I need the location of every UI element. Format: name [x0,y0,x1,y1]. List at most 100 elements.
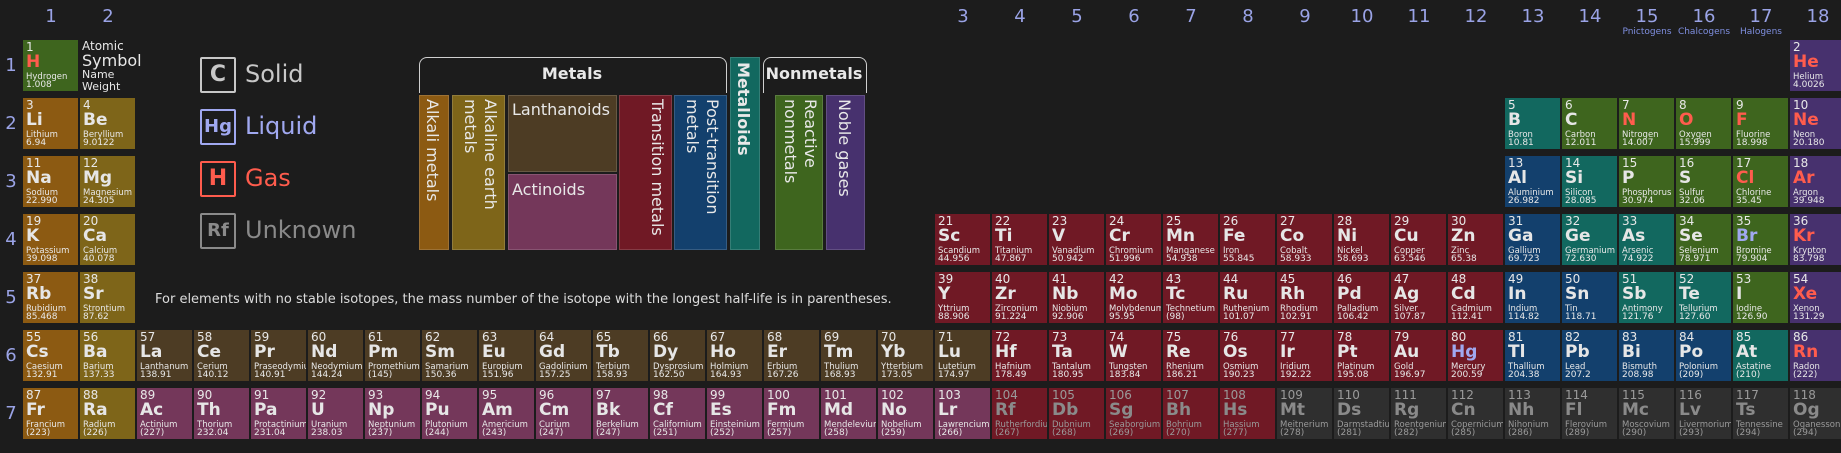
element-cell-am[interactable]: 95 Am Americium (243) [479,388,534,439]
element-cell-al[interactable]: 13 Al Aluminium 26.982 [1505,156,1560,207]
element-cell-ho[interactable]: 67 Ho Holmium 164.93 [707,330,762,381]
element-cell-s[interactable]: 16 S Sulfur 32.06 [1676,156,1731,207]
element-cell-ac[interactable]: 89 Ac Actinium (227) [137,388,192,439]
element-cell-tm[interactable]: 69 Tm Thulium 168.93 [821,330,876,381]
element-cell-ga[interactable]: 31 Ga Gallium 69.723 [1505,214,1560,265]
element-cell-os[interactable]: 76 Os Osmium 190.23 [1220,330,1275,381]
element-cell-n[interactable]: 7 N Nitrogen 14.007 [1619,98,1674,149]
element-cell-rb[interactable]: 37 Rb Rubidium 85.468 [23,272,78,323]
element-cell-pa[interactable]: 91 Pa Protactinium 231.04 [251,388,306,439]
element-cell-yb[interactable]: 70 Yb Ytterbium 173.05 [878,330,933,381]
element-cell-se[interactable]: 34 Se Selenium 78.971 [1676,214,1731,265]
element-cell-b[interactable]: 5 B Boron 10.81 [1505,98,1560,149]
element-cell-pb[interactable]: 82 Pb Lead 207.2 [1562,330,1617,381]
element-cell-fl[interactable]: 114 Fl Flerovium (289) [1562,388,1617,439]
element-cell-ca[interactable]: 20 Ca Calcium 40.078 [80,214,135,265]
element-cell-og[interactable]: 118 Og Oganesson (294) [1790,388,1841,439]
element-cell-w[interactable]: 74 W Tungsten 183.84 [1106,330,1161,381]
element-cell-sc[interactable]: 21 Sc Scandium 44.956 [935,214,990,265]
element-cell-re[interactable]: 75 Re Rhenium 186.21 [1163,330,1218,381]
element-cell-hg[interactable]: 80 Hg Mercury 200.59 [1448,330,1503,381]
element-cell-mc[interactable]: 115 Mc Moscovium (290) [1619,388,1674,439]
element-cell-pu[interactable]: 94 Pu Plutonium (244) [422,388,477,439]
element-cell-es[interactable]: 99 Es Einsteinium (252) [707,388,762,439]
element-cell-ne[interactable]: 10 Ne Neon 20.180 [1790,98,1841,149]
element-cell-ag[interactable]: 47 Ag Silver 107.87 [1391,272,1446,323]
element-cell-cr[interactable]: 24 Cr Chromium 51.996 [1106,214,1161,265]
element-cell-bh[interactable]: 107 Bh Bohrium (270) [1163,388,1218,439]
element-cell-co[interactable]: 27 Co Cobalt 58.933 [1277,214,1332,265]
element-cell-er[interactable]: 68 Er Erbium 167.26 [764,330,819,381]
element-cell-pr[interactable]: 59PrPraseodymium140.91 [251,330,306,381]
element-cell-si[interactable]: 14 Si Silicon 28.085 [1562,156,1617,207]
element-cell-sg[interactable]: 106 Sg Seaborgium (269) [1106,388,1161,439]
element-cell-i[interactable]: 53 I Iodine 126.90 [1733,272,1788,323]
element-cell-p[interactable]: 15 P Phosphorus 30.974 [1619,156,1674,207]
element-cell-rn[interactable]: 86 Rn Radon (222) [1790,330,1841,381]
element-cell-ds[interactable]: 110DsDarmstadtium(281) [1334,388,1389,439]
element-cell-zr[interactable]: 40 Zr Zirconium 91.224 [992,272,1047,323]
element-cell-hf[interactable]: 72 Hf Hafnium 178.49 [992,330,1047,381]
element-cell-sm[interactable]: 62 Sm Samarium 150.36 [422,330,477,381]
element-cell-fe[interactable]: 26 Fe Iron 55.845 [1220,214,1275,265]
element-cell-ta[interactable]: 73 Ta Tantalum 180.95 [1049,330,1104,381]
element-cell-au[interactable]: 79 Au Gold 196.97 [1391,330,1446,381]
element-cell-hs[interactable]: 108 Hs Hassium (277) [1220,388,1275,439]
element-cell-rg[interactable]: 111 Rg Roentgenium (282) [1391,388,1446,439]
element-cell-ar[interactable]: 18 Ar Argon 39.948 [1790,156,1841,207]
element-cell-mn[interactable]: 25 Mn Manganese 54.938 [1163,214,1218,265]
element-cell-mo[interactable]: 42 Mo Molybdenum 95.95 [1106,272,1161,323]
element-cell-md[interactable]: 101 Md Mendelevium (258) [821,388,876,439]
element-cell-as[interactable]: 33 As Arsenic 74.922 [1619,214,1674,265]
element-cell-k[interactable]: 19 K Potassium 39.098 [23,214,78,265]
element-cell-ir[interactable]: 77 Ir Iridium 192.22 [1277,330,1332,381]
element-cell-fm[interactable]: 100 Fm Fermium (257) [764,388,819,439]
element-cell-cs[interactable]: 55 Cs Caesium 132.91 [23,330,78,381]
element-cell-cl[interactable]: 17 Cl Chlorine 35.45 [1733,156,1788,207]
element-cell-pt[interactable]: 78 Pt Platinum 195.08 [1334,330,1389,381]
element-cell-gd[interactable]: 64 Gd Gadolinium 157.25 [536,330,591,381]
element-cell-ba[interactable]: 56 Ba Barium 137.33 [80,330,135,381]
element-cell-tc[interactable]: 43 Tc Technetium (98) [1163,272,1218,323]
element-cell-rf[interactable]: 104RfRutherfordium(267) [992,388,1047,439]
element-cell-sb[interactable]: 51 Sb Antimony 121.76 [1619,272,1674,323]
element-cell-ce[interactable]: 58 Ce Cerium 140.12 [194,330,249,381]
element-cell-cf[interactable]: 98 Cf Californium (251) [650,388,705,439]
element-cell-ts[interactable]: 117 Ts Tennessine (294) [1733,388,1788,439]
element-cell-mt[interactable]: 109 Mt Meitnerium (278) [1277,388,1332,439]
element-cell-f[interactable]: 9 F Fluorine 18.998 [1733,98,1788,149]
element-cell-cm[interactable]: 96 Cm Curium (247) [536,388,591,439]
element-cell-ge[interactable]: 32 Ge Germanium 72.630 [1562,214,1617,265]
element-cell-te[interactable]: 52 Te Tellurium 127.60 [1676,272,1731,323]
element-cell-li[interactable]: 3 Li Lithium 6.94 [23,98,78,149]
element-cell-kr[interactable]: 36 Kr Krypton 83.798 [1790,214,1841,265]
element-cell-eu[interactable]: 63 Eu Europium 151.96 [479,330,534,381]
element-cell-lv[interactable]: 116 Lv Livermorium (293) [1676,388,1731,439]
element-cell-po[interactable]: 84 Po Polonium (209) [1676,330,1731,381]
element-cell-th[interactable]: 90 Th Thorium 232.04 [194,388,249,439]
element-cell-v[interactable]: 23 V Vanadium 50.942 [1049,214,1104,265]
element-cell-at[interactable]: 85 At Astatine (210) [1733,330,1788,381]
element-cell-tb[interactable]: 65 Tb Terbium 158.93 [593,330,648,381]
element-cell-ti[interactable]: 22 Ti Titanium 47.867 [992,214,1047,265]
element-cell-h[interactable]: 1 H Hydrogen 1.008 [23,40,78,91]
element-cell-o[interactable]: 8 O Oxygen 15.999 [1676,98,1731,149]
element-cell-lr[interactable]: 103 Lr Lawrencium (266) [935,388,990,439]
element-cell-ni[interactable]: 28 Ni Nickel 58.693 [1334,214,1389,265]
element-cell-na[interactable]: 11 Na Sodium 22.990 [23,156,78,207]
element-cell-bi[interactable]: 83 Bi Bismuth 208.98 [1619,330,1674,381]
element-cell-db[interactable]: 105 Db Dubnium (268) [1049,388,1104,439]
element-cell-tl[interactable]: 81 Tl Thallium 204.38 [1505,330,1560,381]
element-cell-cu[interactable]: 29 Cu Copper 63.546 [1391,214,1446,265]
element-cell-lu[interactable]: 71 Lu Lutetium 174.97 [935,330,990,381]
element-cell-ra[interactable]: 88 Ra Radium (226) [80,388,135,439]
element-cell-nb[interactable]: 41 Nb Niobium 92.906 [1049,272,1104,323]
element-cell-nh[interactable]: 113 Nh Nihonium (286) [1505,388,1560,439]
element-cell-c[interactable]: 6 C Carbon 12.011 [1562,98,1617,149]
element-cell-u[interactable]: 92 U Uranium 238.03 [308,388,363,439]
element-cell-be[interactable]: 4 Be Beryllium 9.0122 [80,98,135,149]
element-cell-cd[interactable]: 48 Cd Cadmium 112.41 [1448,272,1503,323]
element-cell-he[interactable]: 2 He Helium 4.0026 [1790,40,1841,91]
element-cell-br[interactable]: 35 Br Bromine 79.904 [1733,214,1788,265]
element-cell-np[interactable]: 93 Np Neptunium (237) [365,388,420,439]
